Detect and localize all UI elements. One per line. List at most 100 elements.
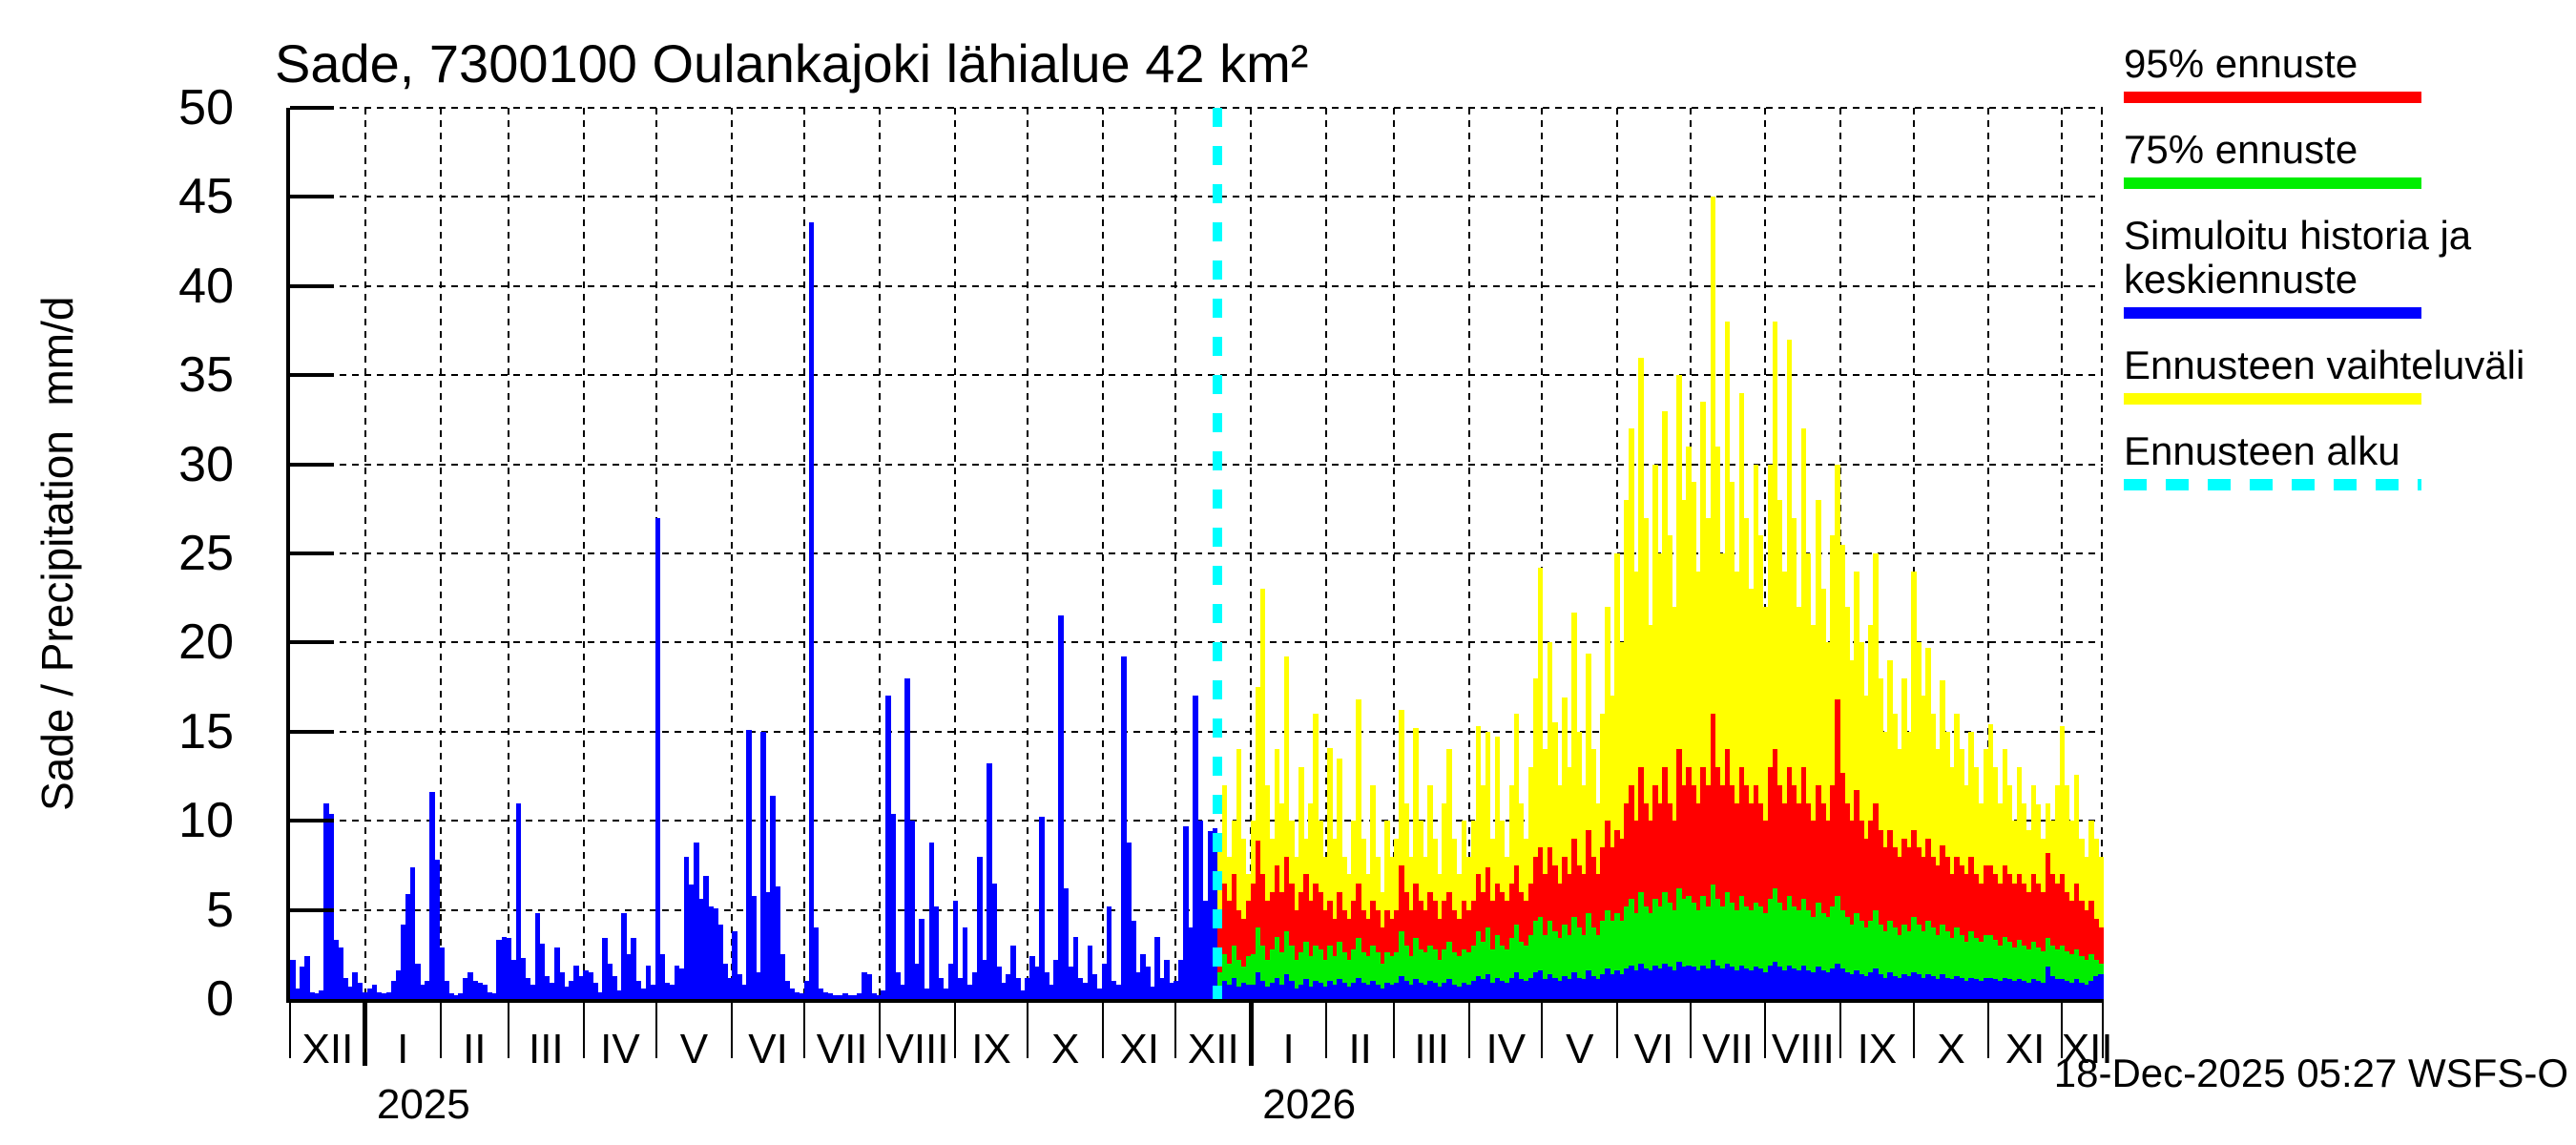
- bar-history: [722, 963, 728, 999]
- bar-forecast-median: [1408, 985, 1414, 999]
- bar-forecast-median: [1714, 965, 1721, 999]
- bar-history: [904, 677, 910, 999]
- bar-forecast-95: [2083, 909, 2089, 999]
- bar-forecast-75: [1695, 909, 1702, 999]
- bar-forecast-95: [1844, 802, 1850, 999]
- bar-forecast-median: [1432, 983, 1439, 999]
- bar-history: [1025, 977, 1030, 999]
- bar-forecast-median: [1542, 979, 1548, 999]
- bar-history: [1072, 936, 1079, 999]
- bar-forecast-median: [2088, 981, 2094, 999]
- bar-forecast-median: [1250, 985, 1257, 999]
- y-axis-tick: [290, 640, 334, 645]
- bar-forecast-median: [1676, 961, 1682, 999]
- bar-forecast-range: [1710, 197, 1716, 999]
- bar-forecast-95: [1781, 802, 1788, 999]
- bar-forecast-95: [1916, 847, 1922, 999]
- bar-forecast-median: [1925, 973, 1931, 999]
- bar-forecast-75: [1710, 885, 1716, 999]
- month-label: V: [679, 1026, 709, 1072]
- bar-forecast-75: [1269, 948, 1276, 999]
- bar-forecast-75: [1844, 917, 1850, 999]
- month-label: III: [528, 1026, 564, 1072]
- bar-forecast-75: [1423, 952, 1428, 999]
- gridline-vertical: [364, 108, 366, 999]
- bar-forecast-95: [1274, 864, 1280, 999]
- bar-forecast-95: [1944, 856, 1950, 999]
- bar-forecast-75: [2049, 945, 2056, 999]
- bar-forecast-median: [1643, 968, 1649, 999]
- bar-forecast-median: [1605, 968, 1610, 999]
- bar-forecast-75: [1595, 934, 1601, 999]
- bar-history: [775, 886, 781, 999]
- bar-forecast-median: [1380, 988, 1385, 999]
- bar-history: [1135, 971, 1141, 999]
- bar-forecast-range: [1605, 607, 1610, 999]
- year-label: 2026: [1262, 1081, 1357, 1128]
- bar-history: [583, 970, 589, 999]
- bar-forecast-median: [1236, 986, 1242, 999]
- bar-forecast-median: [1819, 970, 1826, 999]
- bar-forecast-95: [1767, 767, 1774, 999]
- bar-history: [626, 954, 633, 999]
- bar-forecast-median: [1518, 979, 1525, 999]
- bar-forecast-median: [1906, 975, 1912, 999]
- bar-forecast-range: [1925, 648, 1931, 999]
- bar-forecast-75: [1892, 927, 1898, 999]
- bar-forecast-range: [1901, 677, 1907, 999]
- bar-history: [592, 983, 598, 999]
- bar-forecast-75: [1312, 945, 1319, 999]
- bar-history: [621, 913, 627, 999]
- bar-history: [309, 991, 315, 999]
- bar-forecast-median: [1523, 981, 1529, 999]
- bar-forecast-75: [1916, 924, 1922, 999]
- bar-history: [707, 906, 714, 999]
- bar-history: [616, 989, 622, 999]
- bar-history: [463, 977, 468, 999]
- year-tick: [1248, 999, 1254, 1066]
- bar-history: [717, 924, 723, 999]
- month-tick: [1987, 999, 1990, 1058]
- bar-forecast-75: [1226, 963, 1233, 999]
- bar-forecast-median: [1423, 985, 1428, 999]
- bar-history: [813, 927, 820, 999]
- bar-forecast-75: [1245, 956, 1252, 999]
- bar-forecast-range: [1648, 624, 1653, 999]
- bar-forecast-75: [1293, 959, 1299, 999]
- gridline-vertical: [2060, 108, 2063, 999]
- bar-forecast-95: [1322, 909, 1328, 999]
- bar-history: [290, 959, 296, 999]
- bar-forecast-75: [1719, 906, 1726, 999]
- bar-forecast-range: [1624, 499, 1630, 999]
- bar-forecast-75: [1714, 899, 1721, 999]
- bar-forecast-median: [2078, 983, 2085, 999]
- bar-forecast-median: [2006, 979, 2013, 999]
- bar-forecast-median: [1695, 970, 1702, 999]
- bar-forecast-median: [1465, 985, 1472, 999]
- bar-forecast-75: [1518, 942, 1525, 999]
- bar-forecast-range: [1940, 679, 1945, 999]
- month-label: IX: [1857, 1026, 1898, 1072]
- bar-forecast-median: [1356, 977, 1361, 999]
- bar-history: [664, 983, 671, 999]
- bar-forecast-range: [1240, 838, 1247, 999]
- gridline-vertical: [1102, 108, 1105, 999]
- bar-forecast-median: [1633, 970, 1639, 999]
- bar-forecast-median: [2073, 979, 2080, 999]
- bar-forecast-range: [1714, 446, 1721, 999]
- bar-history: [1034, 967, 1040, 999]
- bar-history: [472, 981, 478, 999]
- bar-forecast-95: [1672, 821, 1677, 999]
- month-label: XII: [1187, 1026, 1239, 1072]
- bar-forecast-median: [1575, 977, 1582, 999]
- bar-forecast-95: [2045, 852, 2051, 999]
- bar-history: [1001, 983, 1007, 999]
- month-label: VI: [748, 1026, 788, 1072]
- bar-forecast-75: [1834, 895, 1840, 999]
- bar-forecast-75: [1887, 920, 1893, 999]
- month-tick: [803, 999, 806, 1058]
- bar-forecast-range: [1629, 428, 1634, 999]
- legend-item-label: Ennusteen vaihteluväli: [2124, 343, 2525, 387]
- bar-forecast-95: [1250, 883, 1257, 999]
- bar-forecast-75: [1298, 952, 1304, 999]
